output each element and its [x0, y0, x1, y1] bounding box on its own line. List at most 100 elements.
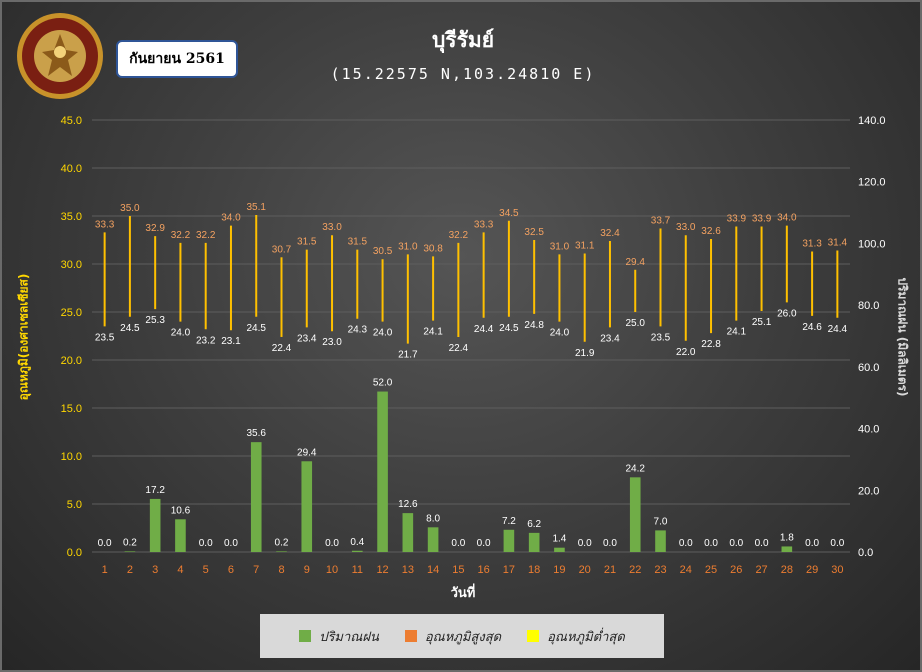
rain-bar — [250, 442, 262, 552]
tmax-value-label: 34.5 — [499, 208, 519, 219]
legend-label-rain: ปริมาณฝน — [319, 629, 379, 645]
tmax-value-label: 33.9 — [727, 214, 747, 225]
rain-value-label: 35.6 — [246, 428, 266, 439]
tmax-value-label: 32.2 — [449, 230, 469, 241]
legend-item-tmax: อุณหภูมิสูงสุด — [404, 626, 501, 647]
rain-value-label: 6.2 — [527, 519, 541, 530]
left-tick-label: 30.0 — [61, 259, 82, 271]
rain-value-label: 0.2 — [123, 537, 137, 548]
rain-value-label: 17.2 — [145, 485, 165, 496]
tmax-value-label: 35.1 — [246, 202, 266, 213]
rain-value-label: 0.0 — [830, 538, 844, 549]
right-tick-label: 60.0 — [858, 362, 879, 374]
x-tick-label: 14 — [427, 564, 439, 576]
tmax-value-label: 30.8 — [423, 243, 443, 254]
tmin-value-label: 25.3 — [145, 315, 165, 326]
rain-value-label: 0.0 — [805, 538, 819, 549]
rain-bar — [781, 546, 793, 552]
x-tick-label: 27 — [755, 564, 767, 576]
right-tick-label: 0.0 — [858, 547, 873, 559]
rain-value-label: 7.0 — [654, 516, 668, 527]
rain-value-label: 0.0 — [477, 538, 491, 549]
x-tick-label: 15 — [452, 564, 464, 576]
tmin-value-label: 22.8 — [701, 339, 721, 350]
rain-bar — [351, 550, 363, 552]
x-tick-label: 6 — [228, 564, 234, 576]
x-tick-label: 26 — [730, 564, 742, 576]
x-tick-label: 12 — [376, 564, 388, 576]
x-tick-label: 5 — [203, 564, 209, 576]
x-tick-label: 2 — [127, 564, 133, 576]
rain-bar — [276, 551, 287, 552]
tmin-value-label: 21.9 — [575, 348, 595, 359]
tmin-value-label: 24.0 — [171, 328, 191, 339]
x-tick-label: 7 — [253, 564, 259, 576]
tmin-value-label: 24.4 — [828, 324, 848, 335]
tmax-value-label: 33.3 — [95, 219, 115, 230]
left-tick-label: 0.0 — [67, 547, 82, 559]
tmin-value-label: 24.3 — [348, 325, 368, 336]
legend-swatch-tmax — [404, 630, 417, 642]
right-tick-label: 140.0 — [858, 115, 886, 127]
rain-value-label: 0.0 — [755, 538, 769, 549]
tmin-value-label: 23.4 — [297, 333, 317, 344]
x-tick-label: 4 — [177, 564, 183, 576]
rain-value-label: 0.0 — [679, 538, 693, 549]
left-tick-label: 5.0 — [67, 499, 82, 511]
tmin-value-label: 25.0 — [625, 318, 645, 329]
x-tick-label: 10 — [326, 564, 338, 576]
rain-bar — [149, 498, 161, 552]
tmin-value-label: 24.5 — [120, 323, 140, 334]
rain-bar — [377, 391, 388, 552]
x-tick-label: 18 — [528, 564, 540, 576]
left-tick-label: 35.0 — [61, 211, 82, 223]
rain-value-label: 0.0 — [451, 538, 465, 549]
rain-value-label: 1.4 — [552, 534, 566, 545]
tmax-value-label: 34.0 — [777, 213, 797, 224]
tmin-value-label: 24.8 — [524, 320, 544, 331]
rain-value-label: 0.0 — [704, 538, 718, 549]
tmin-value-label: 24.1 — [727, 327, 747, 338]
rain-bar — [124, 551, 136, 552]
tmax-value-label: 29.4 — [625, 257, 645, 268]
x-tick-label: 28 — [781, 564, 793, 576]
rain-bar — [402, 513, 414, 552]
legend-swatch-tmin — [527, 630, 540, 642]
x-tick-label: 22 — [629, 564, 641, 576]
right-tick-label: 80.0 — [858, 300, 879, 312]
tmax-value-label: 31.1 — [575, 240, 595, 251]
rain-value-label: 52.0 — [373, 378, 393, 389]
tmin-value-label: 22.4 — [449, 343, 469, 354]
tmax-value-label: 35.0 — [120, 203, 140, 214]
left-tick-label: 45.0 — [61, 115, 82, 127]
tmax-value-label: 34.0 — [221, 213, 241, 224]
tmax-value-label: 30.7 — [272, 244, 292, 255]
rain-value-label: 0.0 — [325, 538, 339, 549]
right-tick-label: 40.0 — [858, 424, 879, 436]
tmax-value-label: 32.6 — [701, 226, 721, 237]
tmin-value-label: 23.5 — [95, 332, 115, 343]
tmax-value-label: 32.2 — [196, 230, 216, 241]
x-tick-label: 9 — [304, 564, 310, 576]
tmin-value-label: 24.0 — [550, 328, 570, 339]
tmax-value-label: 33.0 — [322, 222, 342, 233]
rain-value-label: 0.4 — [350, 537, 364, 548]
tmax-value-label: 32.2 — [171, 230, 191, 241]
tmax-value-label: 32.9 — [145, 223, 165, 234]
left-tick-label: 20.0 — [61, 355, 82, 367]
tmin-value-label: 24.6 — [802, 322, 822, 333]
x-tick-label: 1 — [102, 564, 108, 576]
rain-bar — [175, 519, 186, 552]
tmin-value-label: 23.0 — [322, 337, 342, 348]
legend-label-tmin: อุณหภูมิต่ำสุด — [547, 629, 625, 645]
rain-bar — [655, 530, 666, 552]
x-tick-label: 21 — [604, 564, 616, 576]
tmin-value-label: 24.4 — [474, 324, 494, 335]
tmin-value-label: 21.7 — [398, 350, 418, 361]
left-tick-label: 40.0 — [61, 163, 82, 175]
rain-value-label: 0.0 — [729, 538, 743, 549]
tmax-value-label: 33.3 — [474, 219, 494, 230]
right-tick-label: 100.0 — [858, 238, 886, 250]
